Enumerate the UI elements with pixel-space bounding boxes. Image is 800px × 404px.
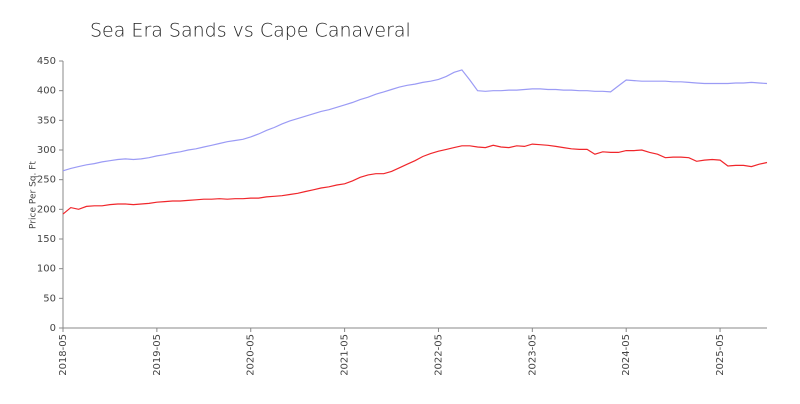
y-tick-label: 400 [37, 86, 56, 97]
x-tick-label: 2019-05 [152, 334, 163, 376]
y-tick-label: 250 [37, 175, 56, 186]
y-axis-label: Price Per Sq. Ft [29, 161, 39, 229]
y-tick-label: 50 [43, 293, 56, 304]
x-tick-label: 2020-05 [246, 334, 257, 376]
y-tick-label: 300 [37, 145, 56, 156]
x-tick-label: 2021-05 [340, 334, 351, 376]
x-tick-label: 2022-05 [433, 334, 444, 376]
y-tick-label: 150 [37, 234, 56, 245]
y-tick-label: 450 [37, 56, 56, 67]
x-tick-label: 2018-05 [58, 334, 69, 376]
line-series [62, 143, 768, 215]
y-tick-label: 0 [50, 323, 56, 334]
chart-title: Sea Era Sands vs Cape Canaveral [90, 20, 411, 42]
y-tick-label: 350 [37, 115, 56, 126]
x-tick-label: 2025-05 [715, 334, 726, 376]
y-tick-label: 200 [37, 204, 56, 215]
x-tick-label: 2023-05 [527, 334, 538, 376]
y-tick-label: 100 [37, 264, 56, 275]
x-tick-label: 2024-05 [621, 334, 632, 376]
line-series [62, 69, 768, 172]
